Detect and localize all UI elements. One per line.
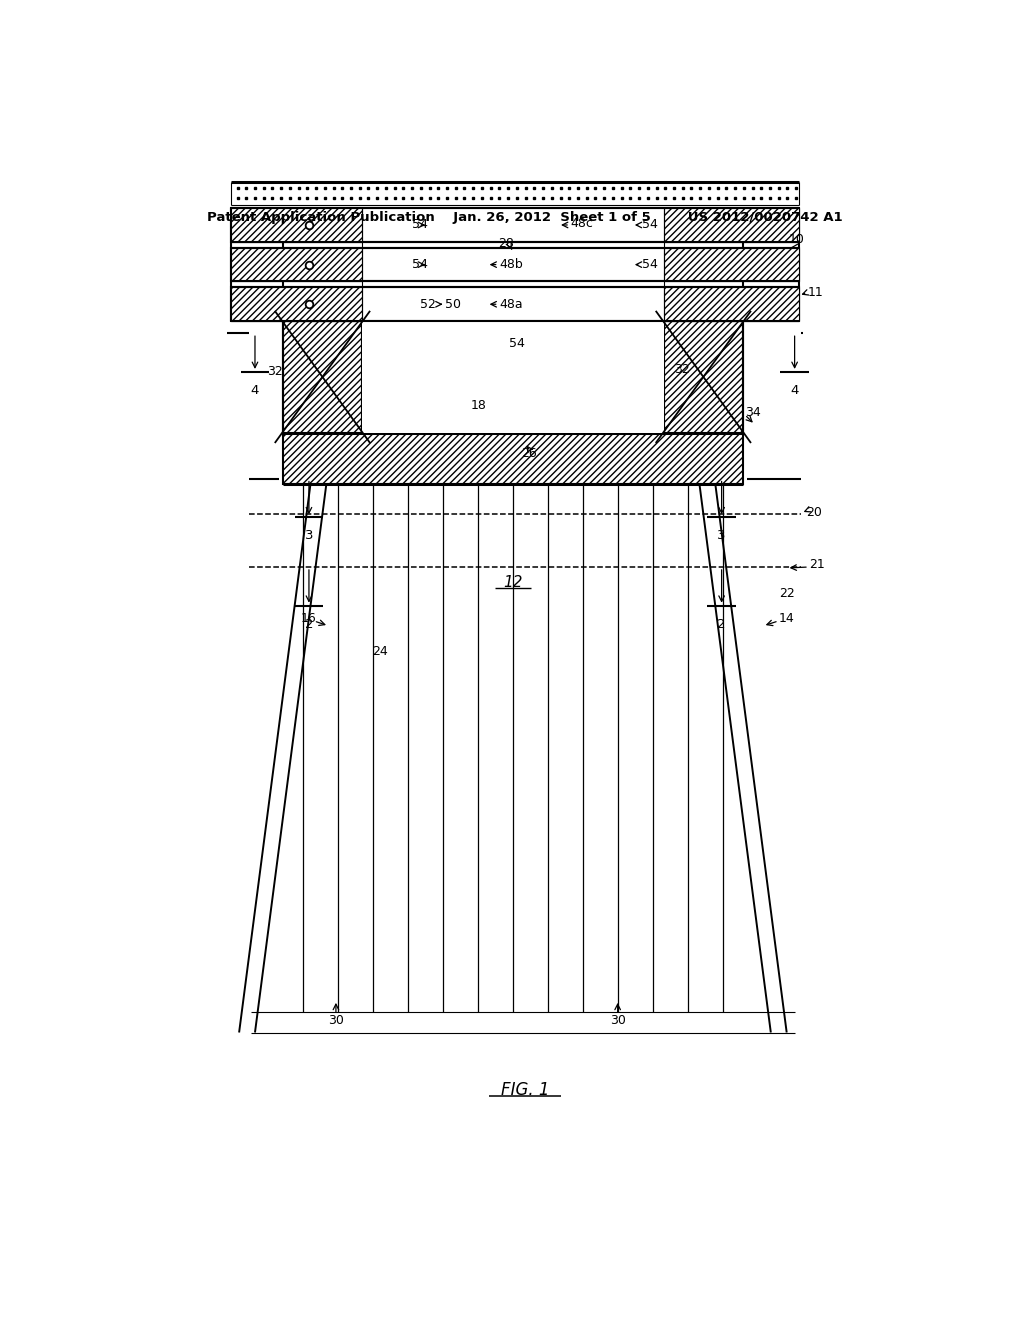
Text: 10: 10 — [788, 234, 804, 247]
Text: 50: 50 — [445, 298, 462, 310]
Text: 24: 24 — [373, 645, 388, 657]
Text: 4: 4 — [251, 384, 259, 397]
Text: 34: 34 — [745, 407, 761, 418]
Bar — [231, 209, 362, 242]
Bar — [231, 288, 799, 321]
Text: 32: 32 — [267, 366, 283, 379]
Text: 3: 3 — [305, 529, 313, 543]
Bar — [231, 209, 799, 242]
Text: 3: 3 — [718, 529, 726, 543]
Text: 21: 21 — [809, 558, 824, 572]
Bar — [664, 321, 743, 433]
Text: Patent Application Publication    Jan. 26, 2012  Sheet 1 of 5        US 2012/002: Patent Application Publication Jan. 26, … — [207, 211, 843, 224]
Text: 12: 12 — [503, 574, 522, 590]
Text: 48b: 48b — [500, 259, 523, 271]
Bar — [231, 248, 362, 281]
Text: 28: 28 — [499, 238, 514, 251]
Text: 54: 54 — [642, 219, 658, 231]
Text: 54: 54 — [412, 219, 428, 231]
Text: 14: 14 — [778, 612, 795, 626]
Text: 26: 26 — [521, 446, 537, 459]
Text: 30: 30 — [609, 1014, 626, 1027]
Text: 16: 16 — [300, 612, 316, 626]
Bar — [664, 209, 799, 242]
Bar — [283, 321, 362, 433]
Text: 32: 32 — [674, 363, 690, 376]
Text: 2: 2 — [305, 618, 313, 631]
Text: 11: 11 — [807, 286, 823, 300]
Text: 22: 22 — [778, 587, 795, 599]
Text: 4: 4 — [791, 384, 799, 397]
Text: 54: 54 — [509, 337, 525, 350]
Bar — [231, 288, 362, 321]
Text: 52: 52 — [420, 298, 436, 310]
Bar — [362, 321, 664, 433]
Text: 54: 54 — [412, 259, 428, 271]
Text: 18: 18 — [471, 399, 486, 412]
Text: 30: 30 — [328, 1014, 344, 1027]
Text: FIG. 1: FIG. 1 — [501, 1081, 549, 1100]
Bar — [664, 288, 799, 321]
Bar — [283, 433, 743, 483]
Text: 48a: 48a — [500, 298, 523, 310]
Text: 20: 20 — [807, 506, 822, 519]
Bar — [231, 248, 799, 281]
Text: 2: 2 — [718, 618, 726, 631]
Bar — [664, 248, 799, 281]
Text: 54: 54 — [642, 259, 658, 271]
Text: 48c: 48c — [570, 218, 594, 231]
